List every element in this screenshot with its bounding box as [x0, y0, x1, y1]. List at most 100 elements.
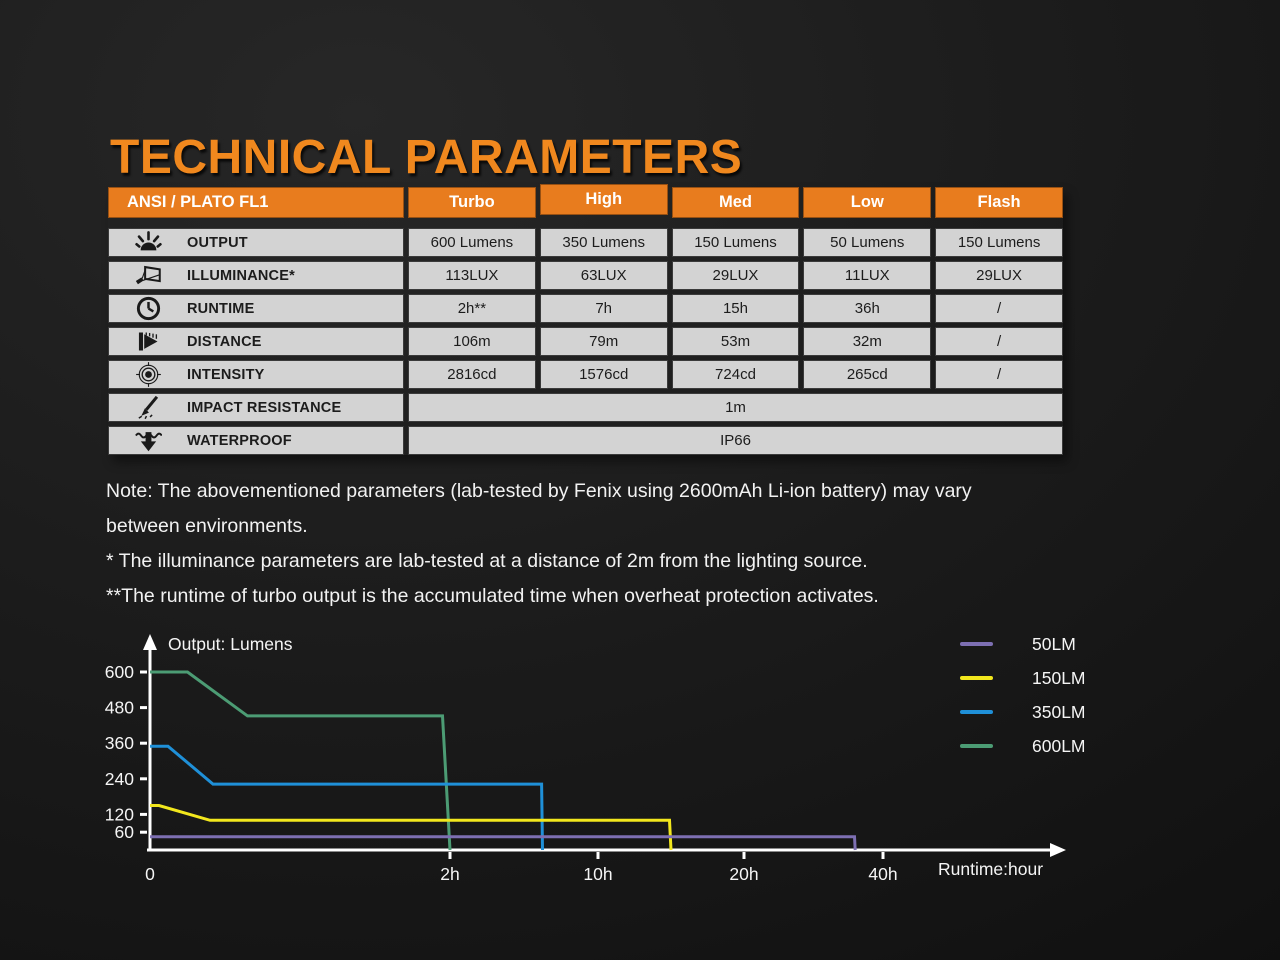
value-cell: 7h — [539, 294, 668, 323]
value-cell: / — [935, 360, 1063, 389]
table-row: RUNTIME 2h** 7h 15h 36h / — [108, 294, 1063, 323]
intensity-target-icon — [109, 361, 187, 388]
note-line: between environments. — [106, 515, 308, 537]
value-cell-merged: IP66 — [408, 426, 1063, 455]
chart-y-axis-title: Output: Lumens — [168, 634, 293, 654]
x-tick-label: 10h — [583, 864, 612, 884]
value-cell: 150 Lumens — [671, 228, 800, 257]
value-cell: 600 Lumens — [408, 228, 536, 257]
row-label: WATERPROOF — [187, 432, 292, 449]
impact-resistance-icon — [109, 394, 187, 421]
table-row: ILLUMINANCE* 113LUX 63LUX 29LUX 11LUX 29LUX — [108, 261, 1063, 290]
value-cell: / — [935, 294, 1063, 323]
value-cell: 113LUX — [408, 261, 536, 290]
row-label-cell: OUTPUT — [108, 228, 404, 257]
value-cell: 53m — [671, 327, 800, 356]
row-label: DISTANCE — [187, 333, 262, 350]
legend-label: 50LM — [1032, 633, 1076, 654]
value-cell: 1576cd — [539, 360, 668, 389]
row-label-cell: IMPACT RESISTANCE — [108, 393, 404, 422]
note-line: * The illuminance parameters are lab-tes… — [106, 550, 868, 572]
table-header-row: ANSI / PLATO FL1 Turbo High Med Low Flash — [108, 184, 1063, 218]
x-tick-label: 2h — [440, 864, 459, 884]
y-tick-label: 60 — [115, 822, 135, 842]
legend-label: 600LM — [1032, 735, 1086, 756]
value-cell: 11LUX — [803, 261, 932, 290]
value-cell-merged: 1m — [408, 393, 1063, 422]
waterproof-icon — [109, 427, 187, 454]
table-body: OUTPUT 600 Lumens 350 Lumens 150 Lumens 50 L… — [108, 228, 1063, 455]
value-cell: / — [935, 327, 1063, 356]
legend-swatch — [960, 676, 993, 680]
row-label-cell: RUNTIME — [108, 294, 404, 323]
runtime-chart: Output: Lumens 60 120 240 360 480 600 0 2h 10h 20… — [100, 628, 1180, 908]
row-label: OUTPUT — [187, 234, 248, 251]
value-cell: 50 Lumens — [803, 228, 932, 257]
note-line: Note: The abovementioned parameters (lab… — [106, 480, 972, 502]
series-line-150lm — [150, 804, 673, 851]
note-line: **The runtime of turbo output is the acc… — [106, 585, 879, 607]
legend-item: 150LM — [960, 666, 1086, 690]
y-tick-label: 360 — [105, 733, 134, 753]
table-row: IMPACT RESISTANCE 1m — [108, 393, 1063, 422]
header-mode-high: High — [539, 184, 668, 215]
value-cell: 150 Lumens — [935, 228, 1063, 257]
chart-legend: 50LM 150LM 350LM 600LM — [960, 632, 1086, 758]
row-label-cell: INTENSITY — [108, 360, 404, 389]
distance-beam-icon — [109, 328, 187, 355]
notes-block: Note: The abovementioned parameters (lab… — [106, 474, 1086, 614]
chart-x-axis-title: Runtime:hour — [938, 859, 1044, 879]
legend-swatch — [960, 744, 993, 748]
value-cell: 79m — [539, 327, 668, 356]
y-tick-label: 120 — [105, 804, 134, 824]
value-cell: 2816cd — [408, 360, 536, 389]
value-cell: 63LUX — [539, 261, 668, 290]
series-line-600lm — [150, 670, 452, 851]
illuminance-beam-icon — [109, 262, 187, 289]
row-label: ILLUMINANCE* — [187, 267, 295, 284]
value-cell: 29LUX — [935, 261, 1063, 290]
value-cell: 36h — [803, 294, 932, 323]
spec-table: ANSI / PLATO FL1 Turbo High Med Low Flash OU… — [108, 184, 1063, 455]
legend-swatch — [960, 710, 993, 714]
legend-item: 350LM — [960, 700, 1086, 724]
value-cell: 265cd — [803, 360, 932, 389]
header-mode-low: Low — [803, 187, 932, 218]
value-cell: 32m — [803, 327, 932, 356]
header-mode-flash: Flash — [935, 187, 1063, 218]
value-cell: 29LUX — [671, 261, 800, 290]
row-label: IMPACT RESISTANCE — [187, 399, 342, 416]
table-row: DISTANCE 106m 79m 53m 32m / — [108, 327, 1063, 356]
row-label-cell: WATERPROOF — [108, 426, 404, 455]
legend-label: 350LM — [1032, 701, 1086, 722]
table-row: OUTPUT 600 Lumens 350 Lumens 150 Lumens 50 L… — [108, 228, 1063, 257]
y-axis-arrow — [143, 634, 157, 650]
x-tick-label: 40h — [868, 864, 897, 884]
table-row: INTENSITY 2816cd 1576cd 724cd 265cd / — [108, 360, 1063, 389]
page-title: TECHNICAL PARAMETERS — [110, 131, 743, 185]
legend-item: 600LM — [960, 734, 1086, 758]
runtime-clock-icon — [109, 295, 187, 322]
series-line-50lm — [150, 835, 857, 851]
row-label-cell: ILLUMINANCE* — [108, 261, 404, 290]
value-cell: 2h** — [408, 294, 536, 323]
row-label: RUNTIME — [187, 300, 255, 317]
y-tick-label: 600 — [105, 662, 134, 682]
value-cell: 724cd — [671, 360, 800, 389]
x-tick-label: 0 — [145, 864, 155, 884]
series-line-350lm — [150, 744, 544, 851]
legend-swatch — [960, 642, 993, 646]
x-axis-arrow — [1050, 843, 1066, 857]
table-row: WATERPROOF IP66 — [108, 426, 1063, 455]
x-tick-label: 20h — [729, 864, 758, 884]
legend-label: 150LM — [1032, 667, 1086, 688]
row-label: INTENSITY — [187, 366, 265, 383]
light-output-icon — [109, 229, 187, 256]
y-tick-label: 240 — [105, 769, 134, 789]
value-cell: 350 Lumens — [539, 228, 668, 257]
header-standard-label: ANSI / PLATO FL1 — [108, 187, 404, 218]
value-cell: 106m — [408, 327, 536, 356]
row-label-cell: DISTANCE — [108, 327, 404, 356]
